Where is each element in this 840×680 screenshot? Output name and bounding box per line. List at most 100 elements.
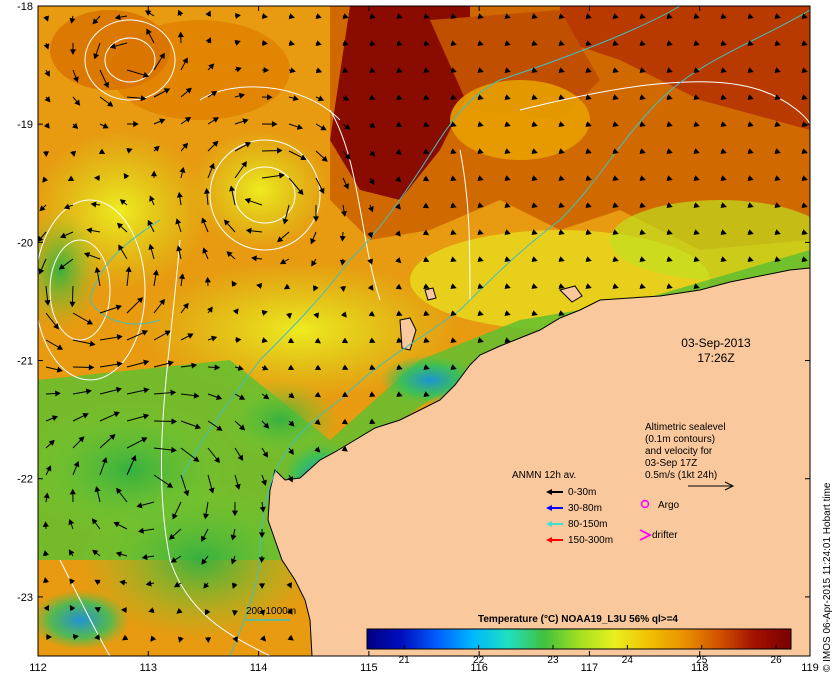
velocity-arrowhead [209,162,215,170]
velocity-arrowhead [450,67,457,74]
velocity-arrowhead [98,148,106,155]
isobath-label: 200 1000m [246,606,296,617]
velocity-arrowhead [109,43,116,50]
velocity-arrowhead [235,336,242,343]
velocity-arrowhead [91,518,98,525]
lon-tick-label: 116 [470,662,488,674]
velocity-arrowhead [531,202,538,209]
velocity-arrowhead [774,256,781,263]
velocity-arrowhead [171,446,177,453]
velocity-arrowhead [113,411,120,418]
velocity-arrowhead [63,203,71,210]
velocity-arrowhead [263,67,270,74]
velocity-arrowhead [369,391,376,397]
mooring-item-2: 80-150m [546,519,607,530]
velocity-arrowhead [266,94,273,101]
colorbar-scale [366,628,792,650]
velocity-arrowhead [43,43,50,50]
velocity-arrowhead [93,53,100,60]
lat-tick-label: -19 [17,119,33,131]
velocity-arrowhead [173,581,181,588]
velocity-arrowhead [119,199,126,206]
velocity-arrowhead [201,558,208,565]
velocity-arrowhead [344,123,351,130]
velocity-arrowhead [73,460,80,468]
lon-tick-label: 113 [140,662,158,674]
velocity-arrowhead [229,185,236,192]
velocity-arrowhead [176,245,183,252]
velocity-arrowhead [143,387,150,394]
velocity-arrowhead [283,283,291,290]
velocity-arrowhead [115,386,122,393]
velocity-arrowhead [191,362,198,369]
velocity-arrowhead [396,364,403,371]
velocity-arrowhead [149,195,155,202]
velocity-arrowhead [258,557,265,564]
velocity-arrowhead [46,633,53,641]
velocity-arrowhead [720,94,727,101]
mooring-item-1: 30-80m [546,503,602,514]
velocity-arrowhead [720,121,727,128]
argo-label: Argo [658,500,680,511]
velocity-arrowhead [318,187,325,194]
velocity-arrowhead [311,260,317,267]
velocity-arrowhead [74,99,81,106]
velocity-arrowhead [720,148,727,155]
velocity-arrowhead [693,121,700,128]
velocity-arrowhead [504,13,511,20]
velocity-arrowhead [287,337,295,344]
velocity-arrowhead [244,142,252,148]
velocity-arrowhead [423,121,430,127]
velocity-arrowhead [369,150,376,157]
velocity-arrowhead [300,154,307,161]
velocity-arrowhead [288,420,295,427]
velocity-arrowhead [164,330,171,337]
altimetry-line-1: Altimetric sealevel [645,422,726,433]
mooring-item-3: 150-300m [546,535,613,546]
velocity-arrowhead [774,175,781,182]
velocity-arrowhead [450,229,457,236]
velocity-arrowhead [43,492,50,499]
velocity-arrowhead [693,94,700,101]
velocity-arrowhead [68,518,75,526]
velocity-arrowhead [477,229,484,236]
colorbar-tick-label: 25 [696,655,708,666]
velocity-arrowhead [395,121,403,128]
velocity-arrowhead [720,175,727,182]
velocity-arrowhead [341,445,348,452]
colorbar: Temperature (°C) NOAA19_L3U 56% ql>=4 21… [366,614,792,666]
velocity-arrowhead [666,40,673,47]
velocity-arrowhead [504,229,511,236]
velocity-arrowhead [531,283,538,290]
velocity-arrowhead [148,607,155,614]
velocity-arrowhead [312,216,320,222]
velocity-arrowhead [639,67,646,74]
velocity-arrowhead [423,94,430,101]
velocity-arrowhead [639,229,646,236]
velocity-arrowhead [450,310,457,317]
velocity-arrowhead [450,40,457,47]
velocity-arrowhead [115,304,122,311]
velocity-arrowhead [339,259,346,266]
velocity-arrowhead [558,148,565,155]
velocity-arrowhead [340,286,347,293]
velocity-arrowhead [137,297,144,304]
velocity-arrowhead [747,229,754,236]
velocity-arrowhead [287,634,294,641]
velocity-arrowhead [369,13,376,20]
velocity-arrowhead [477,337,484,344]
velocity-arrowhead [130,455,137,462]
velocity-arrowhead [214,456,220,464]
velocity-arrowhead [235,12,241,19]
velocity-arrowhead [504,256,511,263]
velocity-arrowhead [51,415,59,422]
velocity-arrowhead [477,148,484,155]
velocity-arrowhead [107,101,114,107]
velocity-arrowhead [747,121,754,128]
velocity-arrowhead [558,229,565,236]
velocity-arrowhead [235,66,242,73]
velocity-arrowhead [369,337,376,343]
velocity-arrowhead [297,188,304,196]
velocity-arrowhead [45,465,52,472]
velocity-arrowhead [558,121,565,128]
